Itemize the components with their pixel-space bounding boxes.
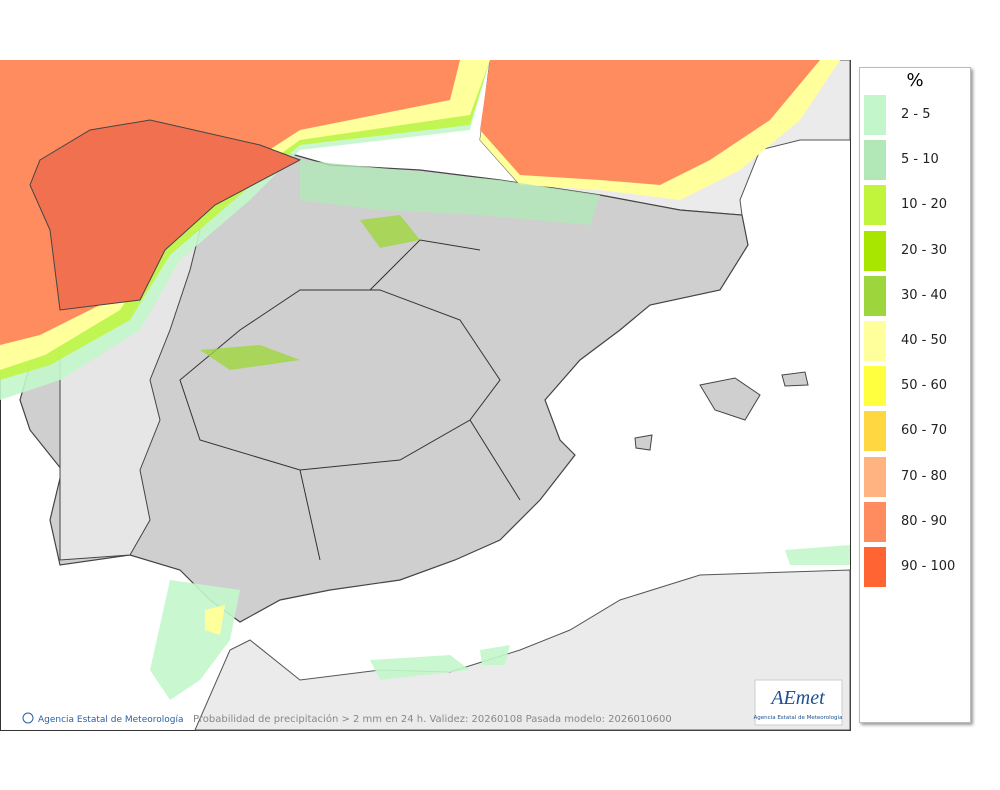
legend-item: 40 - 50	[864, 321, 968, 361]
legend-swatch	[864, 140, 886, 181]
legend-label: 5 - 10	[901, 152, 939, 168]
legend-swatch	[864, 321, 886, 361]
iberia	[19, 119, 749, 623]
legend-item: 2 - 5	[864, 95, 968, 135]
legend-swatch	[864, 411, 886, 452]
logo-subtitle: Agencia Estatal de Meteorología	[754, 714, 843, 721]
precip-30-40	[200, 215, 420, 370]
legend-swatch	[864, 275, 886, 316]
legend-swatch	[864, 95, 886, 135]
legend-label: 50 - 60	[901, 378, 948, 394]
precip-france	[480, 60, 820, 185]
legend-label: 30 - 40	[901, 287, 948, 303]
legend-label: 40 - 50	[901, 333, 948, 348]
legend-item: 80 - 90	[864, 501, 968, 542]
legend-item: 50 - 60	[864, 366, 968, 407]
legend-swatch	[864, 366, 886, 407]
legend-item: 70 - 80	[864, 456, 968, 497]
caption: Probabilidad de precipitación > 2 mm en …	[193, 713, 672, 725]
legend-item: 20 - 30	[864, 230, 968, 271]
legend-item: 60 - 70	[864, 411, 968, 452]
legend-item: 10 - 20	[864, 185, 968, 226]
precip-cantabria	[300, 160, 600, 225]
legend-label: 90 - 100	[901, 559, 956, 574]
legend-label: 60 - 70	[901, 423, 948, 439]
legend-swatch	[864, 230, 886, 271]
legend-item: 30 - 40	[864, 275, 968, 316]
legend-label: 80 - 90	[901, 513, 948, 529]
balearic-islands	[634, 371, 809, 451]
legend-swatch	[864, 547, 886, 587]
legend: % 2 - 5 5 - 10 10 - 20 20 - 30 30 - 40 40 - 5…	[859, 67, 971, 723]
legend-title: %	[906, 70, 924, 91]
legend-swatch	[864, 456, 886, 497]
legend-item: 5 - 10	[864, 140, 968, 181]
legend-swatch	[864, 501, 886, 542]
legend-label: 2 - 5	[901, 107, 931, 122]
copyright-icon	[22, 712, 34, 724]
legend-swatch	[864, 185, 886, 226]
precip-strait	[205, 605, 225, 635]
map: Agencia Estatal de Meteorología Probabil…	[0, 60, 851, 731]
legend-item: 90 - 100	[864, 547, 968, 587]
legend-label: 10 - 20	[901, 197, 948, 213]
logo: AEmet	[769, 687, 825, 709]
precip-galicia	[29, 119, 302, 311]
legend-label: 20 - 30	[901, 242, 948, 258]
logo-box	[754, 679, 843, 726]
legend-label: 70 - 80	[901, 468, 948, 484]
credit: Agencia Estatal de Meteorología	[38, 715, 184, 725]
